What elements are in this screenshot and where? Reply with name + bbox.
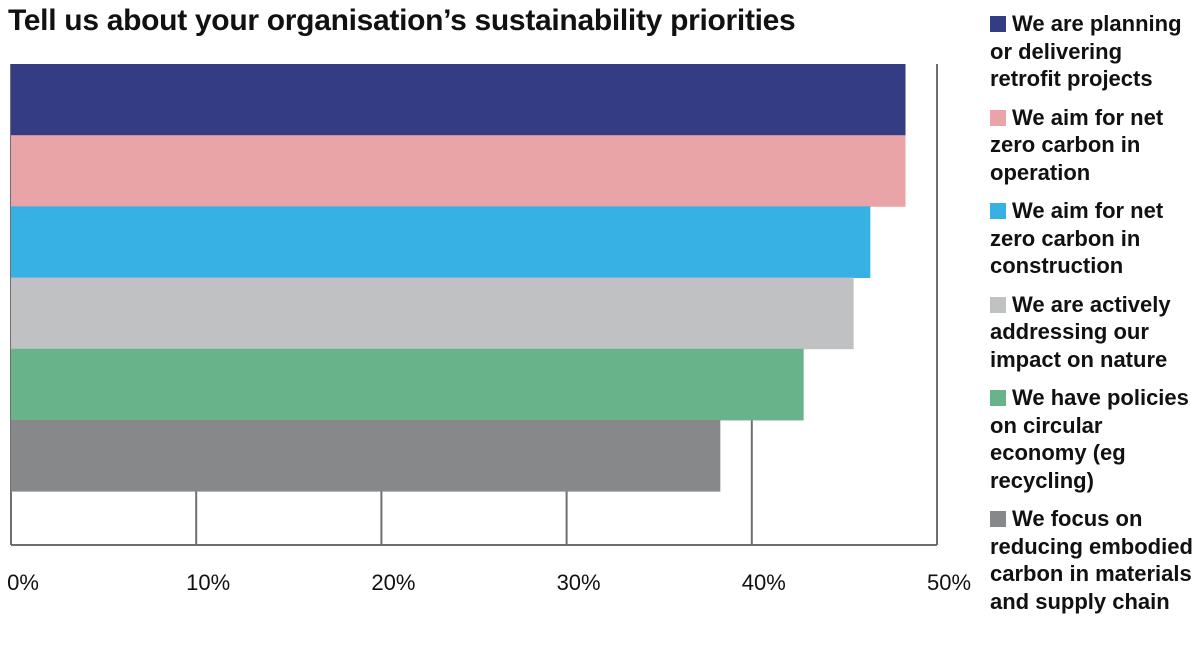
bars	[11, 64, 906, 492]
chart-title: Tell us about your organisation’s sustai…	[8, 4, 796, 37]
legend-swatch	[990, 109, 1006, 126]
legend-item: We focus on reducing embodied carbon in …	[990, 505, 1195, 615]
bar	[11, 206, 871, 278]
legend-label: We aim for net zero carbon in operation	[990, 104, 1164, 185]
bar	[11, 420, 721, 492]
legend-label: We focus on reducing embodied carbon in …	[990, 506, 1193, 614]
bar	[11, 135, 906, 207]
legend-item: We have policies on circular economy (eg…	[990, 384, 1195, 494]
legend: We are planning or delivering retrofit p…	[990, 10, 1195, 626]
x-tick-label: 30%	[557, 570, 601, 595]
legend-swatch	[990, 296, 1006, 313]
legend-item: We are planning or delivering retrofit p…	[990, 10, 1195, 93]
legend-label: We are actively addressing our impact on…	[990, 291, 1171, 372]
x-tick-label: 10%	[186, 570, 230, 595]
legend-label: We are planning or delivering retrofit p…	[990, 11, 1182, 91]
x-tick-label: 0%	[7, 570, 39, 595]
bar	[11, 64, 906, 136]
legend-label: We have policies on circular economy (eg…	[990, 385, 1189, 493]
legend-swatch	[990, 203, 1006, 219]
legend-label: We aim for net zero carbon in constructi…	[990, 198, 1164, 278]
bar-chart: 0% 10% 20% 30% 40% 50%	[7, 64, 971, 595]
x-axis: 0% 10% 20% 30% 40% 50%	[7, 544, 971, 595]
legend-item: We aim for net zero carbon in operation	[990, 104, 1195, 187]
bar	[11, 348, 804, 421]
legend-item: We aim for net zero carbon in constructi…	[990, 197, 1195, 280]
legend-item: We are actively addressing our impact on…	[990, 291, 1195, 374]
bar	[11, 277, 854, 350]
x-tick-label: 20%	[371, 570, 415, 595]
x-tick-label: 40%	[742, 570, 786, 595]
x-tick-label: 50%	[927, 570, 971, 595]
legend-swatch	[990, 16, 1006, 32]
legend-swatch	[990, 511, 1006, 527]
legend-swatch	[990, 390, 1006, 406]
